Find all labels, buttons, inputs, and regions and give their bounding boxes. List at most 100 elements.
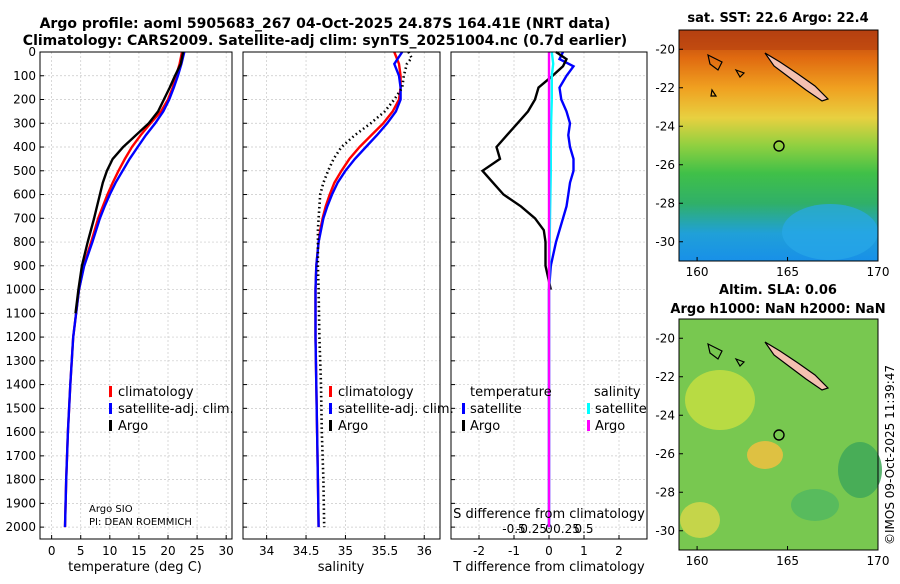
x-tick-label: 0 [48, 544, 56, 558]
legend-temperature-title: temperature [470, 385, 552, 400]
x-tick-label: -2 [473, 544, 485, 558]
plot-frame [450, 51, 648, 540]
x-top-tick-label: -0.25 [516, 522, 547, 536]
credit-pi: PI: DEAN ROEMMICH [89, 517, 192, 528]
x-tick-label: 10 [102, 544, 117, 558]
figure-title-line2: Climatology: CARS2009. Satellite-adj cli… [23, 33, 627, 49]
legend-argo: Argo [118, 419, 148, 434]
legend-s-satellite: satellite [595, 402, 647, 417]
map-y-tick-label: -30 [655, 524, 675, 538]
legend-salinity-title: salinity [594, 385, 641, 400]
x-tick-label: 34 [259, 544, 274, 558]
x-tick-label: 20 [160, 544, 175, 558]
depth-tick-label: 1500 [5, 401, 36, 415]
x-tick-label: 2 [615, 544, 623, 558]
legend-swatch-argo [329, 420, 332, 431]
depth-axis-labels: 0 100 200 300 400 500 600 700 800 900 1000 1100 1200… [5, 45, 36, 534]
map-y-tick-label: -26 [655, 447, 675, 461]
legend-swatch-t-satellite [462, 403, 465, 414]
map-x-tick-label: 165 [776, 265, 799, 279]
depth-tick-label: 600 [13, 188, 36, 202]
sla-patch-max [747, 441, 783, 469]
depth-tick-label: 100 [13, 69, 36, 83]
x-tick-label: -1 [508, 544, 520, 558]
legend-t-satellite: satellite [470, 402, 522, 417]
depth-tick-label: 200 [13, 93, 36, 107]
map-x-tick-label: 170 [867, 265, 890, 279]
temperature-axis-label: temperature (deg C) [68, 560, 202, 575]
map-y-tick-label: -28 [655, 196, 675, 210]
sst-warm-band [679, 30, 878, 50]
argo-position-marker [773, 429, 785, 441]
map-y-tick-label: -24 [655, 408, 675, 422]
coastline [707, 342, 746, 367]
x-top-tick-label: 0.5 [574, 522, 593, 536]
legend-climatology: climatology [338, 385, 414, 400]
depth-tick-label: 2000 [5, 520, 36, 534]
series-line-argo [74, 51, 185, 314]
x-tick-label: 15 [131, 544, 146, 558]
depth-tick-label: 1600 [5, 425, 36, 439]
legend-swatch-climatology [109, 386, 112, 397]
salinity-legend: climatology satellite-adj. clim. Argo [329, 385, 454, 434]
map-y-tick-label: -20 [655, 42, 675, 56]
map-y-tick-label: -22 [655, 370, 675, 384]
sst-map-frame [678, 29, 879, 262]
legend-swatch-climatology [329, 386, 332, 397]
difference-legend: temperature satellite Argo salinity sate… [462, 385, 647, 434]
argo-position-marker [773, 140, 785, 152]
sst-map [678, 29, 879, 262]
x-tick-label: 34.5 [293, 544, 320, 558]
credit-argo: Argo SIO [89, 504, 133, 515]
depth-tick-label: 1300 [5, 354, 36, 368]
depth-tick-label: 800 [13, 235, 36, 249]
depth-tick-label: 300 [13, 116, 36, 130]
depth-tick-label: 0 [28, 45, 36, 59]
legend-s-argo: Argo [595, 419, 625, 434]
depth-tick-label: 400 [13, 140, 36, 154]
t-diff-axis-label: T difference from climatology [452, 560, 645, 575]
temperature-panel: 0 5 10 15 20 25 30 [39, 51, 234, 558]
map-y-tick-label: -24 [655, 119, 675, 133]
depth-tick-label: 1400 [5, 378, 36, 392]
sla-map-frame [678, 318, 879, 551]
coastline [707, 53, 746, 97]
map-x-tick-label: 160 [686, 554, 709, 568]
x-tick-label: 30 [219, 544, 234, 558]
x-tick-label: 36 [417, 544, 432, 558]
legend-climatology: climatology [118, 385, 194, 400]
sst-cool-patch [782, 204, 878, 260]
x-tick-label: 35.5 [371, 544, 398, 558]
x-tick-label: 25 [189, 544, 204, 558]
map-x-tick-label: 170 [867, 554, 890, 568]
sla-map [678, 318, 882, 551]
map-y-tick-label: -22 [655, 81, 675, 95]
x-top-tick-label: -0.5 [502, 522, 525, 536]
depth-tick-label: 1800 [5, 473, 36, 487]
depth-tick-label: 700 [13, 211, 36, 225]
x-tick-label: 5 [77, 544, 85, 558]
figure-title-line1: Argo profile: aoml 5905683_267 04-Oct-20… [40, 16, 611, 32]
legend-swatch-s-satellite [587, 403, 590, 414]
new-caledonia-island [764, 341, 830, 391]
legend-swatch-satellite [329, 403, 332, 414]
legend-t-argo: Argo [470, 419, 500, 434]
depth-tick-label: 900 [13, 259, 36, 273]
x-top-tick-label: 0.25 [553, 522, 580, 536]
depth-tick-label: 500 [13, 164, 36, 178]
plot-frame [39, 51, 233, 540]
map-x-tick-label: 165 [776, 554, 799, 568]
legend-satellite-adj: satellite-adj. clim. [338, 402, 454, 417]
depth-tick-label: 1200 [5, 330, 36, 344]
legend-swatch-t-argo [462, 420, 465, 431]
salinity-axis-label: salinity [318, 560, 365, 575]
x-tick-label: 1 [580, 544, 588, 558]
depth-tick-label: 1900 [5, 496, 36, 510]
plot-frame [242, 51, 441, 540]
x-tick-label: 35 [338, 544, 353, 558]
sla-patch-3 [791, 489, 839, 521]
sla-map-ticks: 160 165 170 -20 -22 -24 -26 -28 -30 [655, 331, 889, 568]
sst-map-title: sat. SST: 22.6 Argo: 22.4 [687, 11, 868, 26]
map-y-tick-label: -28 [655, 485, 675, 499]
